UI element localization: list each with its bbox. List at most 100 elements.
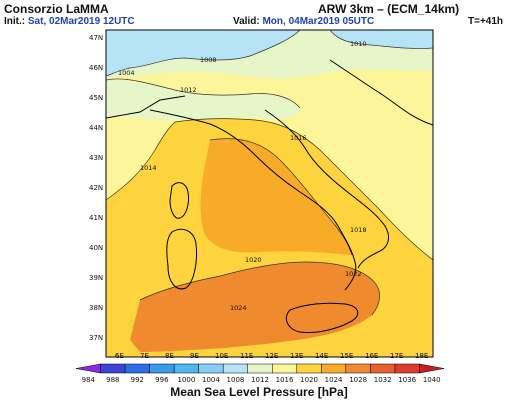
lat-labels: 47N 46N 45N 44N 43N 42N 41N 40N 39N 38N …	[89, 34, 103, 342]
contour-label: 1008	[200, 56, 217, 64]
balkans-coast	[329, 59, 433, 126]
colorbar-tick: 984	[82, 376, 96, 384]
lat-label: 39N	[89, 274, 103, 282]
france-coast	[106, 95, 186, 119]
lon-label: 17E	[390, 352, 403, 360]
valid-time: Valid: Mon, 04Mar2019 05UTC	[233, 16, 374, 27]
isobar-1014	[106, 121, 176, 201]
contour-label: 1024	[230, 304, 247, 312]
sicily	[285, 302, 359, 333]
valid-value: Mon, 04Mar2019 05UTC	[262, 16, 375, 27]
contour-label: 1016	[290, 134, 307, 142]
colorbar-tick: 1012	[251, 376, 269, 384]
colorbar-tick: 1020	[300, 376, 318, 384]
lead-time: T=+41h	[468, 16, 504, 27]
colorbar-swatch	[198, 363, 224, 374]
colorbar-swatch	[370, 363, 396, 374]
colorbar-swatch	[247, 363, 273, 374]
isobar-1008	[106, 30, 301, 77]
colorbar-tick: 1040	[423, 376, 441, 384]
lat-label: 37N	[89, 334, 103, 342]
map-fill	[106, 30, 433, 357]
lon-label: 11E	[240, 352, 253, 360]
colorbar-swatch	[272, 363, 298, 374]
lat-label: 40N	[89, 244, 103, 252]
lon-label: 6E	[115, 352, 124, 360]
colorbar-tick: 988	[106, 376, 119, 384]
colorbar-tick: 996	[155, 376, 169, 384]
corsica	[169, 182, 189, 219]
contour-label: 1010	[350, 40, 367, 48]
colorbar-tick: 1000	[177, 376, 195, 384]
band-po-valley	[106, 79, 300, 121]
map-frame	[105, 29, 434, 358]
colorbar-swatch	[222, 363, 248, 374]
contour-label: 1012	[180, 86, 197, 94]
colorbar-tick: 1016	[276, 376, 294, 384]
colorbar-swatch	[296, 363, 322, 374]
colorbar-swatch	[419, 363, 445, 374]
lon-label: 15E	[340, 352, 353, 360]
colorbar-swatch	[345, 363, 371, 374]
lat-label: 45N	[89, 94, 103, 102]
isobar-1016	[174, 118, 433, 261]
colorbar-swatch	[173, 363, 199, 374]
band-1004-west	[106, 30, 300, 76]
init-label: Init.:	[4, 16, 26, 27]
contour-label: 1022	[345, 270, 362, 278]
lon-label: 12E	[265, 352, 278, 360]
colorbar-tick: 1024	[325, 376, 343, 384]
lat-label: 47N	[89, 34, 103, 42]
contour-label: 1020	[245, 256, 262, 264]
isobar-1020	[139, 261, 380, 316]
colorbar-tick: 992	[131, 376, 144, 384]
colorbar-tick: 1004	[202, 376, 220, 384]
valid-label: Valid:	[233, 16, 260, 27]
colorbar-swatch	[100, 363, 126, 374]
italy-west-coast	[149, 109, 357, 291]
colorbar: 984 988 992 996 1000 1004 1008 1012 1016 1020 1024…	[75, 363, 445, 384]
contour-label: 1014	[140, 164, 157, 172]
lat-label: 42N	[89, 184, 103, 192]
org-name: Consorzio LaMMA	[4, 2, 109, 16]
lat-label: 41N	[89, 214, 103, 222]
colorbar-swatch	[394, 363, 420, 374]
model-name: ARW 3km – (ECM_14km)	[318, 2, 460, 16]
isobars	[106, 30, 433, 316]
lon-label: 10E	[215, 352, 228, 360]
isobar-1010	[106, 78, 301, 109]
init-value: Sat, 02Mar2019 12UTC	[27, 16, 135, 27]
lon-label: 16E	[365, 352, 378, 360]
colorbar-tick: 1008	[227, 376, 245, 384]
lon-label: 8E	[165, 352, 174, 360]
lon-label: 9E	[190, 352, 199, 360]
lon-label: 7E	[140, 352, 149, 360]
colorbar-tick: 1028	[349, 376, 367, 384]
coastlines	[106, 59, 433, 333]
colorbar-swatch	[321, 363, 347, 374]
colorbar-swatch	[124, 363, 150, 374]
band-1020-center	[200, 138, 352, 255]
colorbar-swatch	[75, 363, 101, 374]
colorbar-swatch	[149, 363, 175, 374]
lon-label: 14E	[315, 352, 328, 360]
band-1022	[130, 262, 380, 352]
band-1004-east	[330, 30, 433, 49]
colorbar-tick: 1036	[398, 376, 416, 384]
lon-label: 18E	[415, 352, 428, 360]
italy-east-coast	[264, 109, 389, 269]
sardinia	[166, 228, 197, 290]
contour-labels: 1004 1008 1010 1012 1014 1016 1018 1020 …	[118, 40, 367, 312]
isobar-1006	[329, 30, 433, 49]
lon-labels: 6E 7E 8E 9E 10E 11E 12E 13E 14E 15E 16E …	[115, 352, 428, 360]
lat-label: 46N	[89, 64, 103, 72]
lat-label: 44N	[89, 124, 103, 132]
contour-label: 1004	[118, 69, 135, 77]
lat-label: 43N	[89, 154, 103, 162]
lon-label: 13E	[290, 352, 303, 360]
colorbar-tick: 1032	[374, 376, 392, 384]
init-time: Init.: Sat, 02Mar2019 12UTC	[4, 16, 135, 27]
colorbar-title: Mean Sea Level Pressure [hPa]	[170, 385, 348, 399]
contour-label: 1018	[350, 226, 367, 234]
